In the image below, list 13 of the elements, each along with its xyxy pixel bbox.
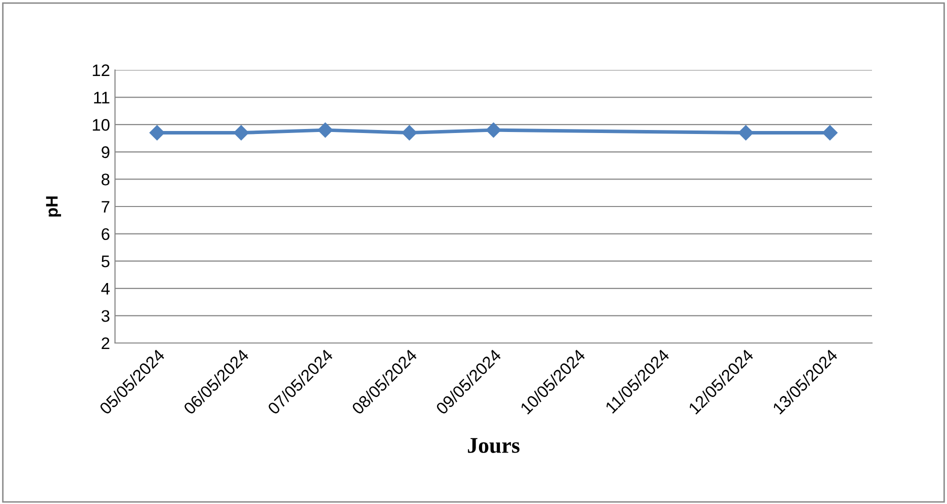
y-tick-label: 2 [102,337,110,350]
y-tick-label: 6 [102,228,110,240]
y-axis-title: pH [46,196,62,217]
y-tick-label: 3 [102,310,110,322]
y-tick-label: 7 [102,201,110,213]
y-tick-label: 11 [94,92,110,104]
y-tick-label: 10 [92,119,110,131]
y-tick-label: 9 [102,146,110,158]
y-tick-label: 12 [92,64,110,76]
x-axis-title: Jours [468,438,520,453]
y-tick-label: 8 [102,174,110,186]
y-tick-label: 5 [102,256,110,268]
y-tick-label: 4 [101,282,110,294]
